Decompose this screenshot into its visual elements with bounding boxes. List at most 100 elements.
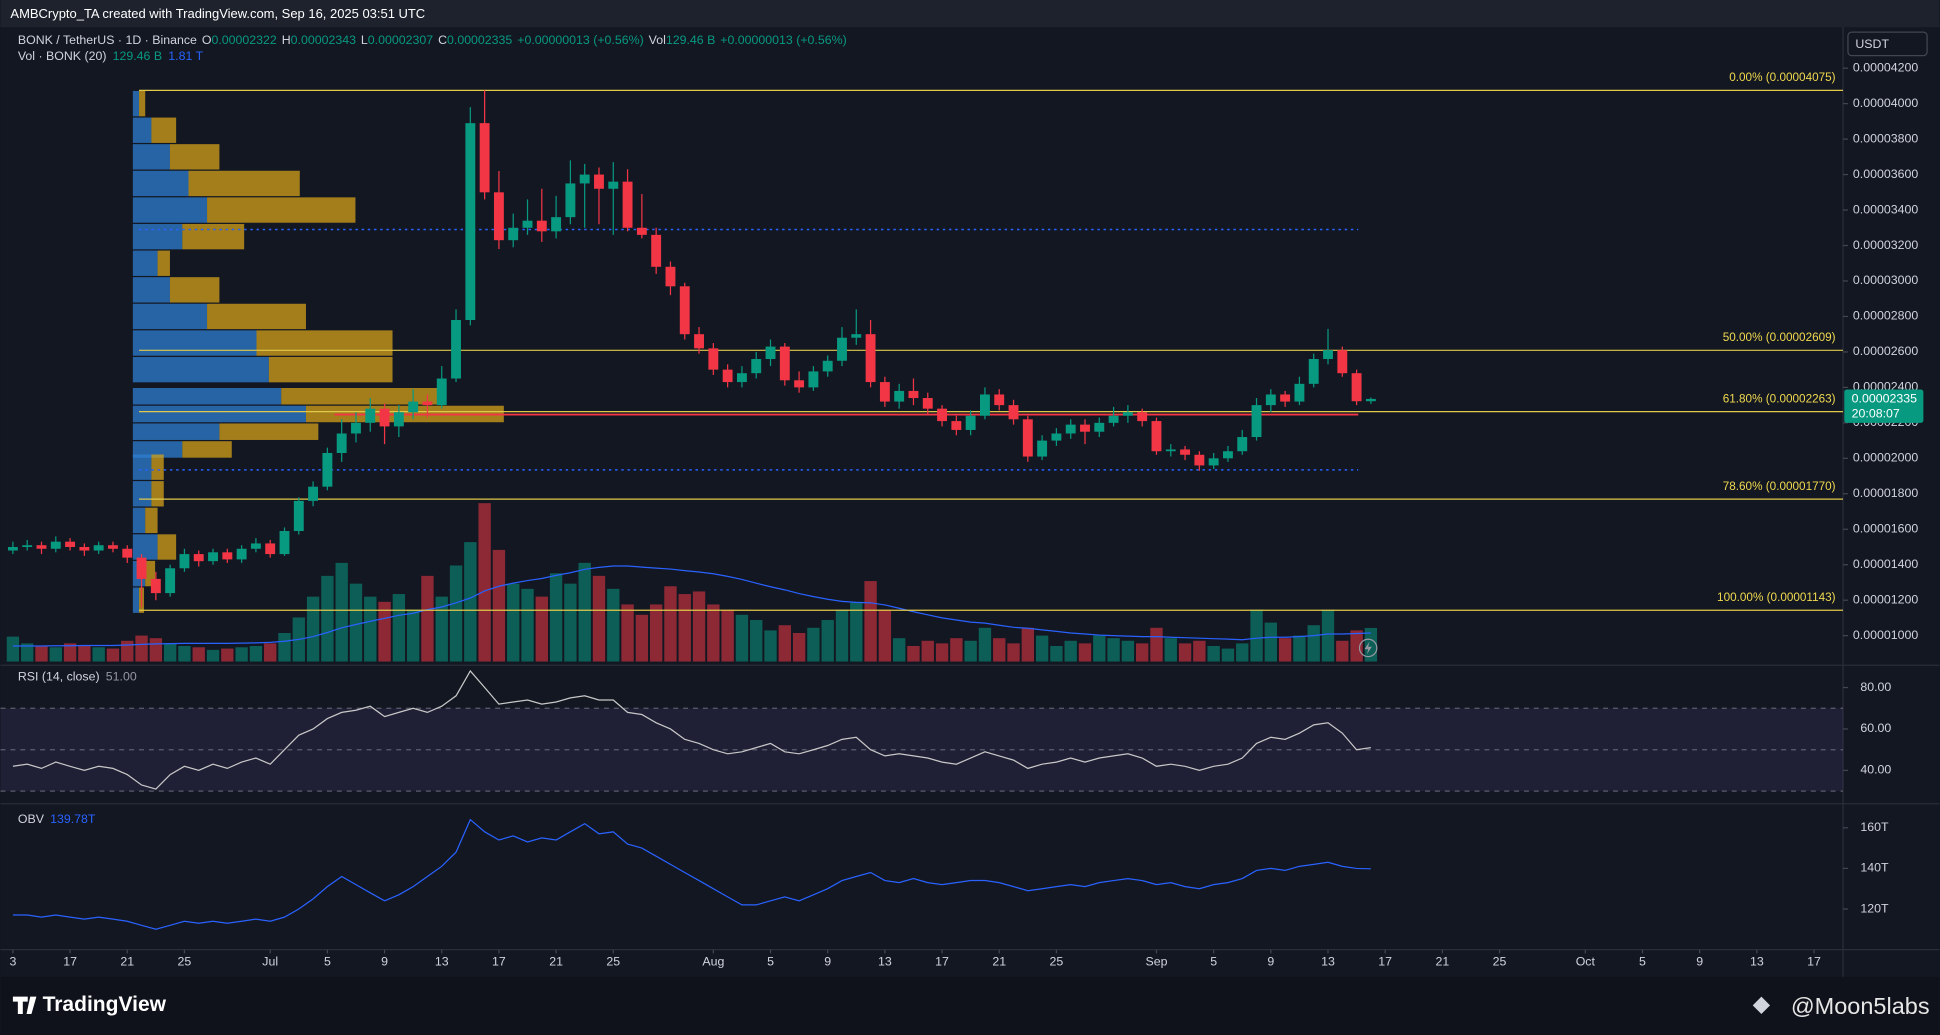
brand-logo <box>12 996 37 1014</box>
vol-label: Vol <box>649 33 666 47</box>
volume-bar <box>421 575 434 662</box>
ohlc: O0.00002322 H0.00002343 L0.00002307 C0.0000… <box>202 33 513 47</box>
candle-body <box>794 380 805 388</box>
candle-body <box>979 394 990 416</box>
candle-body <box>1094 422 1105 432</box>
profile-down <box>182 441 232 458</box>
candle-body <box>722 369 733 383</box>
obv-name: OBV <box>18 812 45 826</box>
candle-body <box>1280 394 1291 402</box>
profile-down <box>219 423 319 440</box>
watermark: @Moon5labs <box>1791 993 1930 1019</box>
volume-bar <box>778 625 791 662</box>
volume-bar <box>864 581 877 662</box>
currency-button[interactable] <box>1847 31 1928 57</box>
profile-up <box>132 423 220 440</box>
profile-up <box>132 507 146 534</box>
symbol: BONK / TetherUS · 1D · Binance <box>18 33 197 47</box>
candle-body <box>293 500 304 532</box>
volume-bar <box>578 562 591 662</box>
candle-body <box>22 545 33 547</box>
volume-bar <box>1078 643 1092 662</box>
profile-down <box>157 534 177 560</box>
x-tick-label: 21 <box>549 954 563 968</box>
y-tick-label: 0.00002600 <box>1853 344 1918 358</box>
candle-body <box>493 192 504 241</box>
y-tick-label: 0.00003000 <box>1853 273 1918 287</box>
price-tag-value: 0.00002335 <box>1852 392 1917 406</box>
candle-body <box>622 181 633 228</box>
candle-body <box>250 543 261 549</box>
candle-body <box>965 415 976 430</box>
candle-body <box>1137 412 1148 422</box>
volume-bar <box>993 638 1006 662</box>
profile-up <box>132 454 152 480</box>
candle-body <box>1008 405 1019 420</box>
profile-down <box>256 330 393 356</box>
candle-body <box>879 382 890 402</box>
candle-body <box>1365 398 1376 402</box>
currency-label[interactable]: USDT <box>1855 37 1889 51</box>
x-tick-label: 3 <box>9 954 16 968</box>
vol-study: Vol · BONK (20) <box>18 49 107 63</box>
volume-bar <box>49 647 62 662</box>
volume-bar <box>735 614 749 662</box>
candle-body <box>994 394 1005 406</box>
fib-label: 50.00% (0.00002609) <box>1723 331 1836 344</box>
profile-up <box>132 250 158 276</box>
candle-body <box>594 174 604 189</box>
candle-body <box>7 546 18 551</box>
price-tag <box>1844 389 1924 423</box>
volume-bar <box>121 640 134 662</box>
volume-bar <box>535 596 548 662</box>
candle-body <box>808 371 819 388</box>
y-tick-label: 0.00001800 <box>1853 486 1918 500</box>
candle-body <box>894 390 905 402</box>
obv-last: 139.78T <box>50 812 96 826</box>
candle-body <box>208 552 218 562</box>
volume-bar <box>178 645 191 662</box>
volume-bar <box>1364 627 1378 662</box>
volume-bar <box>192 647 205 662</box>
candle-body <box>551 217 562 232</box>
candle-body <box>608 181 619 189</box>
x-tick-label: 9 <box>381 954 388 968</box>
volume-bar <box>1178 643 1192 662</box>
profile-up <box>132 330 257 356</box>
x-tick-label: 9 <box>824 954 831 968</box>
volume-bar <box>507 583 520 662</box>
candle-body <box>1251 405 1262 438</box>
volume-bar <box>35 645 48 662</box>
profile-up <box>132 481 152 507</box>
volume-bar <box>135 635 148 662</box>
volume-bar <box>378 601 391 662</box>
volume-bar <box>1150 627 1163 662</box>
change: +0.00000013 (+0.56%) <box>517 33 643 47</box>
x-tick-label: 5 <box>1210 954 1217 968</box>
profile-up <box>132 117 152 143</box>
candle-body <box>765 346 776 360</box>
candle-body <box>136 557 147 579</box>
x-tick-label: Jul <box>262 954 278 968</box>
alert-icon[interactable] <box>1358 638 1378 658</box>
volume-bar <box>392 594 406 662</box>
profile-down <box>145 507 158 534</box>
volume-bar <box>249 645 263 662</box>
volume-bar <box>478 503 491 662</box>
volume-bar <box>278 632 291 662</box>
x-tick-label: 21 <box>1435 954 1449 968</box>
candle-body <box>1294 383 1305 402</box>
volume-bar <box>306 596 320 662</box>
candle-body <box>50 541 61 549</box>
profile-up <box>132 441 183 458</box>
vol-study-value: 129.46 B <box>113 49 162 63</box>
candle-body <box>36 545 47 549</box>
volume-bar <box>1350 630 1363 662</box>
volume-bar <box>335 562 348 662</box>
x-tick-label: 21 <box>992 954 1006 968</box>
x-tick-label: 13 <box>878 954 892 968</box>
y-tick-label: 0.00001000 <box>1853 628 1918 642</box>
volume-bar <box>106 648 120 662</box>
